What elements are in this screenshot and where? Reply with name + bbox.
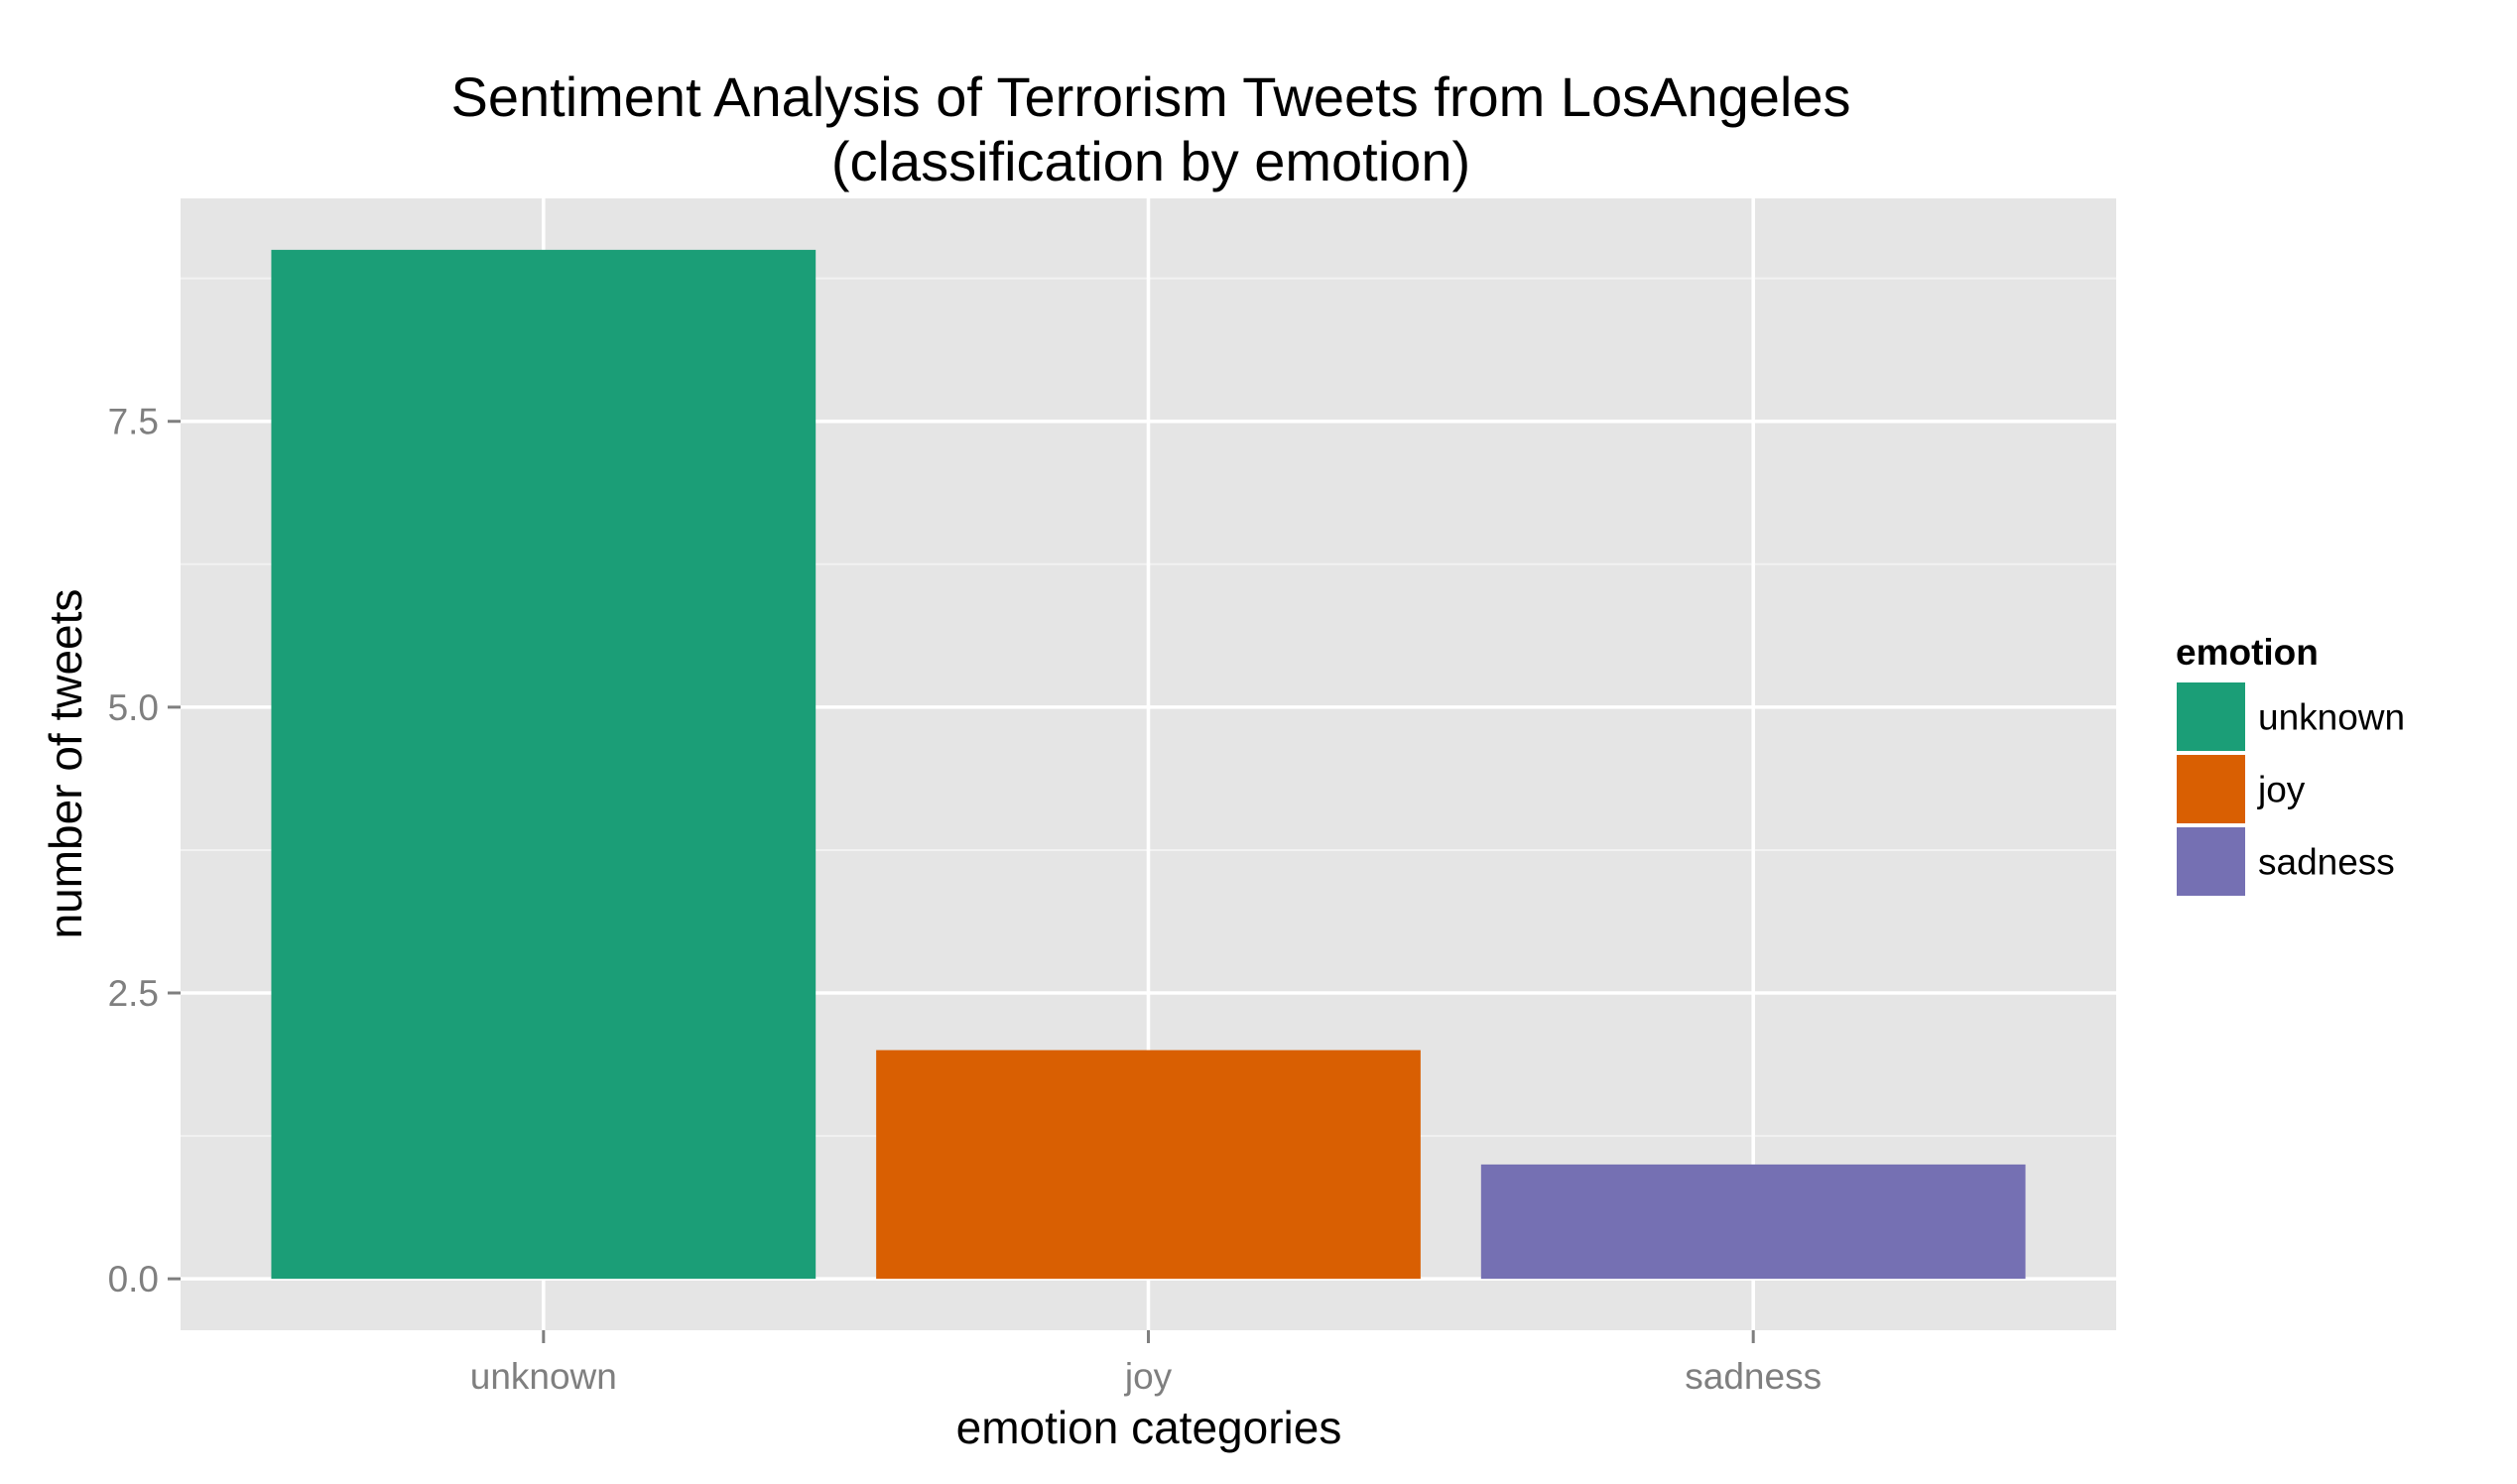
x-tick-label: joy: [1124, 1356, 1173, 1397]
y-tick-label: 0.0: [108, 1259, 159, 1299]
legend-key-unknown: [2175, 680, 2247, 753]
y-tick-label: 2.5: [108, 973, 159, 1014]
legend-label-joy: joy: [2257, 770, 2306, 810]
chart-subtitle: (classification by emotion): [831, 130, 1470, 192]
x-tick-label: unknown: [470, 1356, 617, 1397]
x-axis: unknown joy sadness: [470, 1330, 1822, 1397]
y-axis-title: number of tweets: [40, 589, 91, 939]
y-tick-label: 7.5: [108, 402, 159, 442]
legend-title: emotion: [2176, 632, 2319, 673]
bar-unknown: [271, 249, 817, 1280]
legend-label-unknown: unknown: [2258, 697, 2405, 738]
legend-key-sadness: [2175, 825, 2247, 898]
legend: emotion unknown joy sadness: [2175, 632, 2405, 898]
bars: [271, 249, 2026, 1280]
bar-sadness: [1480, 1164, 2026, 1280]
legend-key-joy: [2175, 753, 2247, 825]
legend-label-sadness: sadness: [2258, 842, 2395, 883]
x-tick-label: sadness: [1685, 1356, 1822, 1397]
y-axis: 0.0 2.5 5.0 7.5: [108, 402, 181, 1299]
x-axis-title: emotion categories: [956, 1402, 1342, 1453]
bar-joy: [876, 1050, 1421, 1280]
y-tick-label: 5.0: [108, 687, 159, 728]
chart-title: Sentiment Analysis of Terrorism Tweets f…: [451, 65, 1851, 128]
